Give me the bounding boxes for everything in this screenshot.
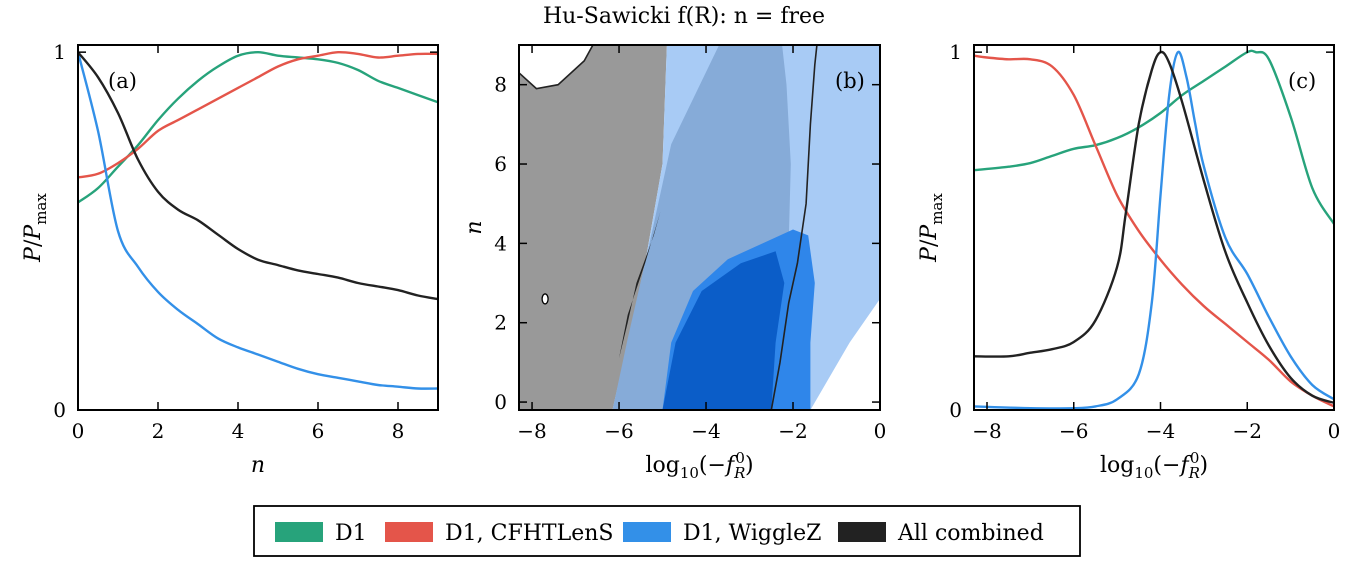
region-all-combined-68- [619, 211, 661, 359]
panel-tag: (a) [108, 69, 137, 93]
x-axis-label: n [251, 453, 265, 478]
axes-frame [518, 44, 881, 411]
x-tick-label: 6 [312, 419, 325, 443]
region-d1-cfhtlens-68- [662, 251, 785, 410]
legend-label-d1-cfhtlens: D1, CFHTLenS [445, 521, 613, 546]
legend-label-all-combined: All combined [897, 521, 1044, 546]
x-tick-label: −6 [1059, 419, 1088, 443]
figure-title: Hu-Sawicki f(R): n = free [543, 4, 825, 29]
x-axis-label: log10(−fR0) [645, 449, 753, 482]
axes-frame [77, 44, 439, 411]
x-axis-label: log10(−fR0) [1100, 449, 1208, 482]
y-tick-label: 0 [494, 390, 507, 414]
series-line-d1 [974, 49, 1334, 225]
x-tick-label: 0 [874, 419, 887, 443]
series-line-d1 [78, 50, 438, 204]
y-tick-label: 1 [949, 40, 962, 64]
contour-all-combined-95-boundary-right [770, 45, 818, 410]
series-line-d1-wigglez [78, 51, 438, 390]
panel-b: −8 −6 −4 −2 0 0 2 4 6 8 (b) log10(−fR0) n [462, 44, 887, 482]
legend-swatch-all-combined [838, 522, 886, 542]
legend-swatch-d1-cfhtlens [385, 522, 433, 542]
y-axis-label: P/Pmax [917, 193, 946, 263]
axes-frame [973, 44, 1335, 411]
x-tick-label: 4 [232, 419, 245, 443]
isolated-contour-marker [541, 293, 549, 305]
x-tick-label: −4 [1146, 419, 1175, 443]
x-tick-label: −2 [778, 419, 807, 443]
y-tick-label: 4 [494, 231, 507, 255]
x-tick-label: −6 [604, 419, 633, 443]
legend: D1 D1, CFHTLenS D1, WiggleZ All combined [253, 505, 1081, 557]
x-tick-label: 0 [1328, 419, 1341, 443]
x-tick-label: 0 [72, 419, 85, 443]
contour-all-combined-95-boundary [519, 45, 594, 90]
region-all-combined-95- [519, 45, 667, 410]
plot-area [78, 50, 438, 390]
x-tick-label: 2 [152, 419, 165, 443]
x-tick-label: −2 [1233, 419, 1262, 443]
legend-label-d1-wigglez: D1, WiggleZ [683, 521, 821, 546]
x-tick-label: −8 [972, 419, 1001, 443]
x-tick-label: −8 [517, 419, 546, 443]
panel-a: 0 2 4 6 8 0 1 (a) n P/Pmax [21, 40, 439, 478]
series-line-d1-wigglez [974, 50, 1334, 410]
panel-tag: (b) [835, 69, 865, 93]
x-tick-label: 8 [392, 419, 405, 443]
y-tick-label: 0 [53, 398, 66, 422]
y-axis-label: P/Pmax [21, 193, 50, 263]
region-excluded-corner [519, 45, 593, 89]
y-axis-label: n [462, 220, 487, 234]
title-text: Hu-Sawicki f(R): n = free [543, 4, 825, 29]
x-tick-label: −4 [691, 419, 720, 443]
panel-tag: (c) [1288, 69, 1316, 93]
y-tick-label: 0 [949, 398, 962, 422]
y-tick-label: 8 [494, 73, 507, 97]
legend-label-d1: D1 [335, 521, 367, 546]
legend-swatch-d1-wigglez [623, 522, 671, 542]
series-line-d1-cfhtlens [78, 50, 438, 179]
series-line-d1-cfhtlens [974, 54, 1334, 408]
y-tick-label: 6 [494, 152, 507, 176]
plot-area [519, 45, 880, 410]
legend-swatch-d1 [275, 522, 323, 542]
panel-c: −8 −6 −4 −2 0 0 1 (c) log10(−fR0) P/Pmax [917, 40, 1340, 482]
y-tick-label: 2 [494, 311, 507, 335]
series-line-all-combined [78, 51, 438, 301]
plot-area [974, 49, 1334, 410]
series-line-all-combined [974, 50, 1334, 404]
y-tick-label: 1 [53, 40, 66, 64]
